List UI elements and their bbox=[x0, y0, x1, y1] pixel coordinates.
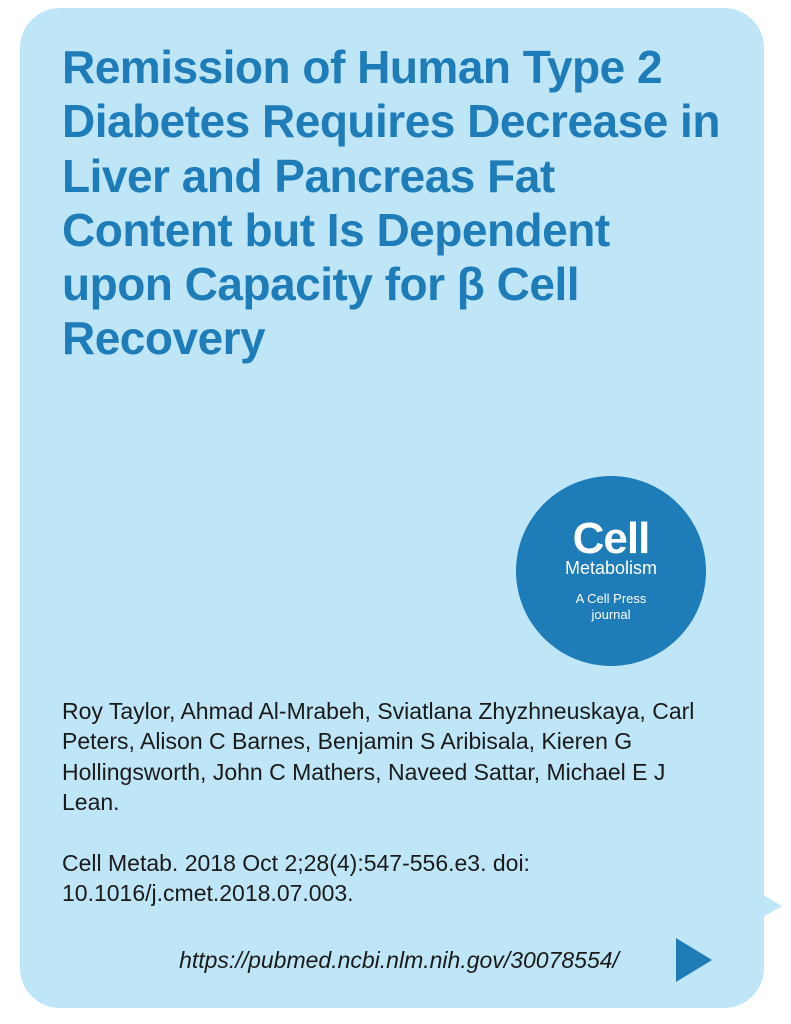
journal-logo-circle: Cell Metabolism A Cell Press journal bbox=[516, 476, 706, 666]
journal-logo: Cell Metabolism A Cell Press journal bbox=[516, 476, 706, 666]
article-url[interactable]: https://pubmed.ncbi.nlm.nih.gov/30078554… bbox=[62, 947, 676, 974]
link-row: https://pubmed.ncbi.nlm.nih.gov/30078554… bbox=[20, 938, 764, 982]
journal-logo-subbrand: Metabolism bbox=[565, 558, 657, 579]
article-title: Remission of Human Type 2 Diabetes Requi… bbox=[62, 40, 722, 366]
authors-list: Roy Taylor, Ahmad Al-Mrabeh, Sviatlana Z… bbox=[62, 696, 722, 817]
play-arrow-icon[interactable] bbox=[676, 938, 712, 982]
citation-text: Cell Metab. 2018 Oct 2;28(4):547-556.e3.… bbox=[62, 848, 722, 909]
citation-card: Remission of Human Type 2 Diabetes Requi… bbox=[20, 8, 764, 1008]
journal-logo-tagline: A Cell Press journal bbox=[561, 591, 661, 624]
journal-logo-brand: Cell bbox=[573, 518, 650, 560]
speech-bubble-tail-icon bbox=[740, 882, 782, 930]
